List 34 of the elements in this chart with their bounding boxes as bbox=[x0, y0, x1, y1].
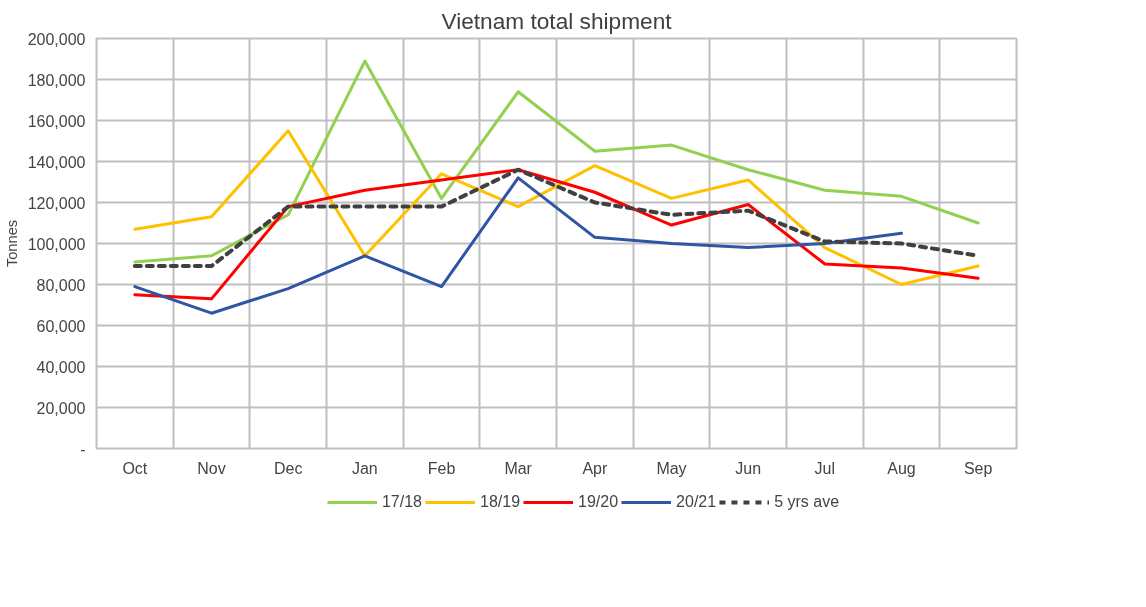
legend-label: 18/19 bbox=[479, 492, 521, 511]
line-series bbox=[133, 59, 980, 264]
legend-label: 20/21 bbox=[676, 492, 717, 511]
x-tick-label: Aug bbox=[887, 459, 916, 477]
y-tick-label: 100,000 bbox=[27, 235, 86, 253]
x-tick-label: Dec bbox=[273, 459, 303, 477]
x-tick-label: Jun bbox=[735, 459, 762, 477]
y-tick-label: 60,000 bbox=[36, 317, 86, 335]
x-tick-label: Apr bbox=[582, 459, 608, 477]
x-tick-label: Sep bbox=[963, 459, 993, 477]
y-axis-title: Tonnes bbox=[3, 219, 20, 268]
y-tick-label: 20,000 bbox=[36, 399, 86, 417]
x-tick-label: Nov bbox=[197, 459, 226, 477]
x-tick-label: May bbox=[656, 459, 687, 477]
line-series bbox=[133, 176, 903, 315]
x-tick-label: Mar bbox=[504, 459, 533, 477]
x-tick-label: Jan bbox=[351, 459, 378, 477]
y-tick-label: 200,000 bbox=[27, 30, 86, 48]
line-series bbox=[133, 129, 980, 286]
legend-label: 17/18 bbox=[381, 492, 422, 511]
x-tick-label: Oct bbox=[122, 459, 148, 477]
x-tick-label: Feb bbox=[427, 459, 456, 477]
y-tick-label: 160,000 bbox=[27, 112, 86, 130]
chart-title: Vietnam total shipment bbox=[441, 7, 673, 34]
y-tick-label: 140,000 bbox=[27, 153, 86, 171]
legend-label: 5 yrs ave bbox=[774, 492, 840, 511]
x-tick-label: Jul bbox=[814, 459, 836, 477]
y-tick-label: 80,000 bbox=[36, 276, 86, 294]
legend-label: 19/20 bbox=[578, 492, 619, 511]
y-tick-label: 40,000 bbox=[36, 358, 86, 376]
line-series bbox=[133, 168, 980, 301]
y-tick-label: 120,000 bbox=[27, 194, 86, 212]
y-tick-label: 180,000 bbox=[27, 71, 86, 89]
y-tick-label: - bbox=[80, 440, 86, 458]
